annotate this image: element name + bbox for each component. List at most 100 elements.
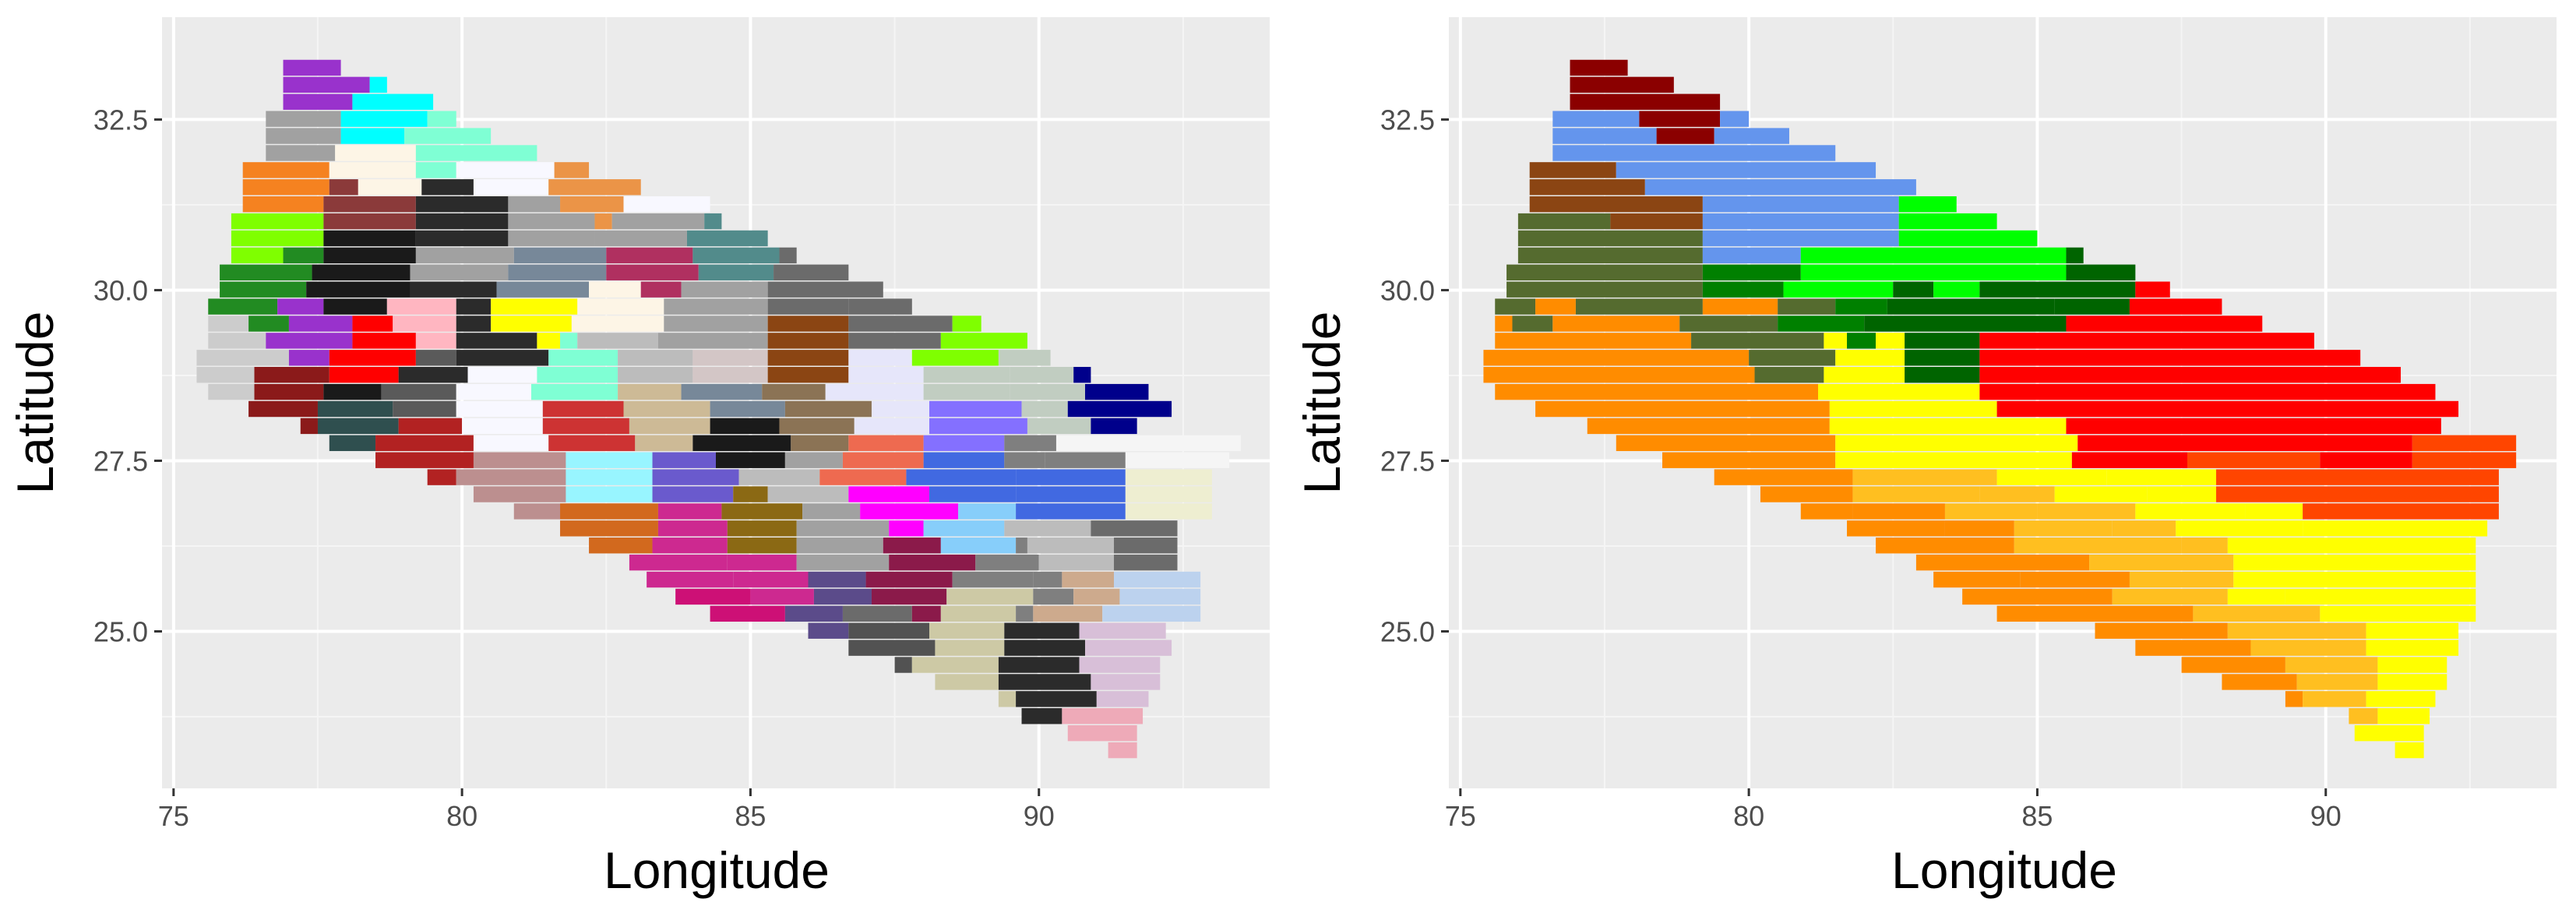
grid-cell: [2193, 605, 2321, 622]
grid-cell: [340, 111, 428, 127]
grid-cell: [548, 179, 641, 196]
grid-cell: [1045, 452, 1126, 468]
y-axis-title-left: Latitude: [6, 312, 64, 495]
grid-cell: [1749, 350, 1836, 366]
grid-cell: [889, 520, 924, 537]
grid-cell: [1933, 571, 2021, 588]
grid-cell: [1535, 400, 1830, 418]
grid-cell: [560, 333, 578, 349]
grid-cell: [975, 554, 1039, 571]
grid-cell: [571, 315, 664, 332]
grid-cell: [358, 179, 422, 196]
grid-cell: [323, 247, 416, 264]
grid-cell: [554, 162, 590, 178]
grid-cell: [1016, 486, 1126, 502]
grid-cell: [2129, 298, 2222, 315]
grid-cell: [393, 315, 456, 332]
grid-cell: [513, 247, 607, 264]
grid-cell: [923, 383, 1010, 400]
grid-cell: [808, 571, 866, 588]
grid-cell: [566, 469, 653, 485]
grid-cell: [242, 179, 329, 196]
grid-cell: [2377, 708, 2430, 724]
grid-cell: [1062, 708, 1144, 724]
grid-cell: [386, 298, 456, 315]
grid-cell: [2020, 571, 2130, 588]
x-tick-label: 80: [446, 800, 477, 832]
grid-cell: [848, 333, 941, 349]
grid-cell: [2014, 520, 2113, 537]
grid-cell: [2216, 469, 2499, 485]
grid-cell: [1038, 554, 1115, 571]
grid-cell: [692, 367, 768, 383]
grid-cell: [473, 435, 549, 452]
grid-cell: [1096, 691, 1149, 707]
grid-cell: [813, 588, 872, 605]
grid-cell: [1702, 298, 1778, 315]
grid-cell: [375, 435, 474, 452]
grid-cell: [508, 196, 561, 213]
grid-cell: [1864, 315, 2067, 332]
grid-cell: [635, 435, 693, 452]
grid-cell: [317, 418, 399, 435]
grid-cell: [819, 469, 907, 485]
grid-cell: [1517, 230, 1703, 247]
grid-cell: [791, 435, 849, 452]
grid-cell: [774, 264, 849, 280]
grid-cell: [929, 622, 1005, 639]
grid-cell: [456, 469, 566, 485]
grid-cell: [283, 59, 341, 76]
grid-cell: [1512, 315, 1553, 332]
grid-cell: [883, 538, 941, 554]
grid-cell: [647, 571, 734, 588]
grid-cell: [329, 367, 399, 383]
y-tick-label: 25.0: [1380, 615, 1435, 647]
grid-cell: [1016, 469, 1126, 485]
grid-cell: [1027, 538, 1115, 554]
grid-cell: [664, 298, 768, 315]
grid-cell: [767, 315, 849, 332]
grid-cell: [1847, 333, 1876, 349]
grid-cell: [929, 400, 1022, 418]
grid-cell: [329, 350, 416, 366]
grid-cell: [300, 418, 318, 435]
grid-cell: [2285, 588, 2476, 605]
grid-cell: [2233, 571, 2476, 588]
grid-cell: [952, 571, 1034, 588]
grid-cell: [727, 538, 797, 554]
grid-cell: [784, 400, 872, 418]
grid-cell: [2135, 281, 2170, 298]
grid-cell: [2366, 640, 2459, 656]
grid-cell: [560, 520, 658, 537]
grid-cell: [2077, 435, 2412, 452]
grid-cell: [1933, 281, 1980, 298]
grid-cell: [946, 588, 1034, 605]
grid-cell: [2112, 588, 2228, 605]
grid-cell: [456, 350, 549, 366]
grid-cell: [652, 452, 716, 468]
grid-cell: [283, 76, 370, 93]
grid-cell: [998, 674, 1091, 690]
grid-cell: [692, 435, 791, 452]
grid-cell: [312, 264, 411, 280]
grid-cell: [1085, 383, 1149, 400]
grid-cell: [692, 350, 768, 366]
grid-cell: [329, 435, 376, 452]
grid-cell: [410, 281, 497, 298]
grid-cell: [352, 315, 393, 332]
grid-cell: [2320, 605, 2476, 622]
grid-cell: [415, 230, 509, 247]
grid-cell: [1125, 452, 1230, 468]
grid-cell: [623, 196, 710, 213]
grid-cell: [1529, 196, 1703, 213]
grid-cell: [2233, 554, 2476, 571]
grid-cell: [2112, 520, 2176, 537]
grid-cell: [1552, 111, 1640, 127]
grid-cell: [2366, 622, 2459, 639]
grid-cell: [531, 383, 618, 400]
grid-cell: [2106, 469, 2217, 485]
grid-cell: [923, 367, 1010, 383]
grid-cell: [462, 418, 543, 435]
grid-cell: [906, 469, 1017, 485]
grid-cell: [710, 418, 780, 435]
